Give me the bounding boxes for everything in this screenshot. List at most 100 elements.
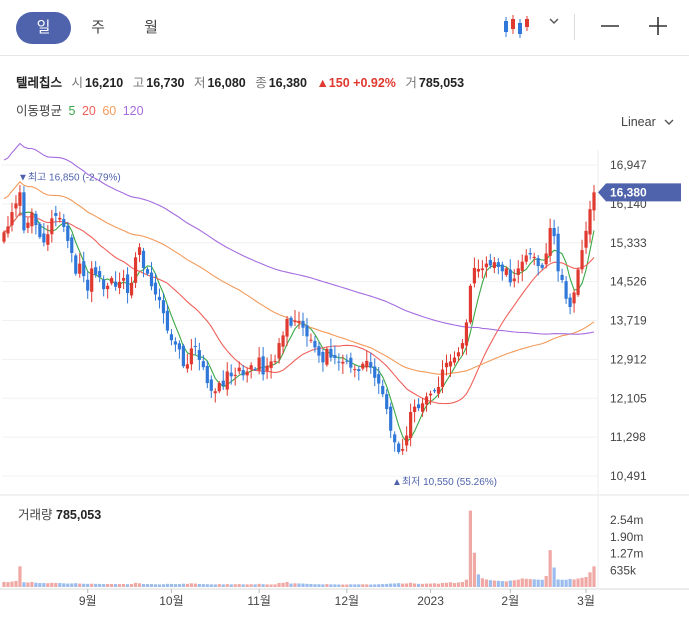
chevron-down-icon[interactable] (549, 16, 559, 28)
volume-bar (177, 584, 182, 587)
volume-bar (448, 582, 453, 587)
candle-body (580, 250, 584, 270)
volume-bar (293, 583, 297, 587)
volume-value: 785,053 (418, 76, 465, 90)
volume-bar (460, 581, 465, 587)
candle-body (420, 403, 425, 412)
candle-body (269, 361, 273, 369)
price-tick-label: 14,526 (610, 275, 647, 289)
volume-bar (273, 584, 277, 587)
volume-bar (568, 578, 572, 587)
annotations: ▼최고 16,850 (-2.79%) ▲최저 10,550 (55.26%) (18, 172, 497, 488)
candle-body (524, 255, 528, 262)
volume-bar (173, 584, 178, 587)
volume-bar (161, 584, 166, 587)
candle-body (317, 346, 321, 356)
volume-bar (452, 583, 457, 587)
volume-bar (357, 584, 361, 587)
candle-body (405, 435, 409, 446)
candle-body (476, 268, 480, 272)
tab-daily[interactable]: 일 (16, 12, 71, 44)
candle-body (177, 343, 182, 350)
scale-selector[interactable]: Linear (621, 115, 674, 129)
candle-body (46, 234, 50, 245)
candlestick-icon[interactable] (502, 14, 530, 40)
volume-bar (261, 584, 265, 587)
candle-body (309, 339, 313, 341)
volume-bar (405, 583, 409, 587)
tab-monthly[interactable]: 월 (144, 19, 158, 36)
candle-body (86, 279, 90, 291)
volume-bar (189, 583, 193, 587)
plus-icon[interactable] (644, 12, 672, 40)
volume-bar (217, 584, 221, 587)
volume-bar (365, 584, 369, 587)
candle-body (540, 264, 544, 268)
ma-60: 60 (102, 104, 117, 118)
volume-bar (508, 580, 512, 587)
volume-bar (488, 580, 492, 587)
candle-body (189, 348, 193, 365)
volume-bar (464, 579, 469, 587)
volume-title: 거래량 (18, 508, 53, 522)
volume-bar (436, 583, 441, 587)
volume-bar (321, 584, 325, 587)
volume-bar (313, 584, 317, 587)
candle-body (305, 325, 309, 337)
candle-body (468, 285, 473, 323)
candle-body (229, 372, 233, 377)
tab-weekly[interactable]: 주 (91, 19, 105, 36)
candle-body (528, 253, 532, 255)
candle-body (98, 271, 102, 278)
minus-icon[interactable] (596, 12, 624, 40)
volume-tick-label: 635k (610, 563, 637, 577)
candle-body (289, 317, 293, 326)
volume-bar (225, 584, 229, 587)
candle-body (110, 278, 114, 284)
chevron-down-icon (664, 119, 674, 125)
open-label: 시 (71, 76, 84, 90)
price-tick-label: 10,491 (610, 469, 647, 483)
candles (2, 185, 596, 455)
volume-bar (78, 583, 82, 587)
candle-body (54, 213, 58, 216)
date-tick-label: 9월 (79, 594, 97, 608)
candle-body (460, 343, 465, 349)
volume-bar (201, 584, 205, 587)
volume-bar (265, 584, 269, 587)
volume-bar (572, 579, 576, 587)
candle-body (428, 393, 433, 396)
candle-body (50, 218, 54, 235)
volume-label: 거 (405, 76, 417, 90)
volume-bar (420, 583, 425, 587)
volume-bar (369, 584, 373, 587)
candle-body (261, 356, 265, 375)
volume-bar (205, 584, 209, 587)
volume-bar (468, 510, 473, 587)
volume-bar (512, 580, 516, 587)
volume-bar (560, 579, 564, 587)
candle-body (185, 364, 189, 369)
ma-20-line (3, 212, 595, 405)
volume-bar (349, 584, 353, 587)
volume-bar (317, 584, 321, 587)
low-value: 16,080 (207, 76, 246, 90)
volume-bar (121, 583, 126, 587)
volume-bar (385, 583, 389, 587)
volume-bar (337, 584, 341, 587)
candle-body (568, 297, 572, 307)
candle-body (245, 371, 249, 376)
candle-body (508, 269, 512, 283)
candle-body (377, 374, 381, 384)
volume-bar (325, 584, 329, 587)
volume-bar (496, 580, 500, 587)
volume-bar (22, 582, 26, 587)
candle-body (436, 386, 441, 394)
candle-body (325, 348, 329, 365)
candle-body (225, 371, 229, 390)
stock-name: 텔레칩스 (16, 76, 63, 90)
current-price-label: 16,380 (610, 185, 647, 199)
volume-bar (297, 583, 301, 587)
candle-body (464, 322, 469, 346)
